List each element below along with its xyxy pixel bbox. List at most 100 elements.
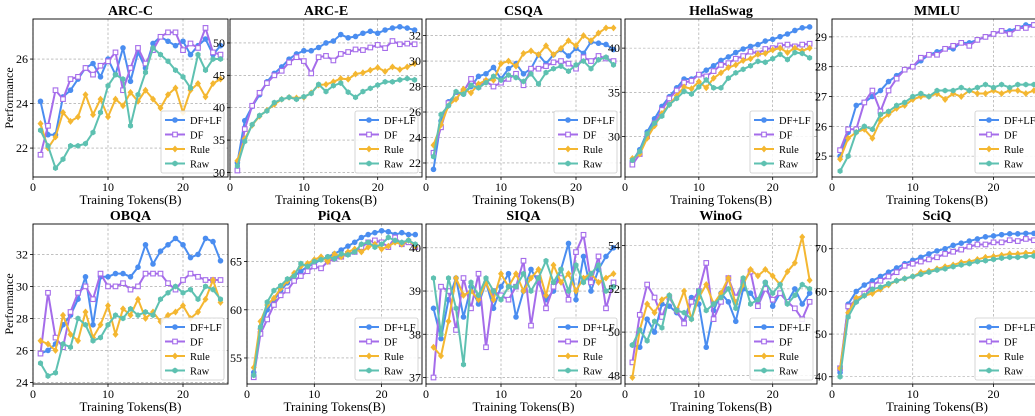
- legend: DF+LF DF Rule Raw: [974, 110, 1035, 174]
- y-tick-label: 52: [608, 282, 620, 296]
- data-point: [75, 74, 81, 80]
- x-tick-label: 0: [244, 387, 250, 401]
- data-point: [105, 302, 111, 310]
- subplot-csqa: 0 10 20 22 24 26 28 30 32 CSQA Training Tokens(B) D…: [409, 4, 622, 207]
- y-tick-label: 30: [16, 279, 28, 293]
- data-point: [430, 305, 437, 312]
- data-point: [105, 82, 111, 89]
- data-point: [603, 41, 609, 48]
- data-point: [180, 289, 186, 296]
- x-tick-label: 0: [423, 387, 429, 401]
- data-point: [367, 44, 374, 51]
- data-point: [135, 283, 141, 290]
- data-point: [468, 279, 474, 286]
- data-point: [308, 47, 315, 54]
- data-point: [535, 265, 542, 273]
- data-point: [769, 303, 776, 309]
- data-point: [958, 84, 964, 91]
- subplot-siqa: 0 10 20 37 38 39 40 SIQA Training Tokens(B) DF+LF…: [409, 209, 622, 414]
- data-point: [543, 63, 549, 69]
- data-point: [217, 277, 224, 283]
- data-point: [770, 290, 776, 297]
- data-point: [52, 133, 59, 141]
- data-point: [942, 45, 948, 52]
- data-point: [210, 238, 216, 245]
- data-point: [202, 36, 209, 42]
- data-point: [475, 84, 482, 91]
- data-point: [885, 78, 892, 85]
- legend-label: DF+LF: [190, 116, 222, 127]
- legend-marker: [986, 367, 992, 374]
- data-point: [958, 246, 965, 253]
- data-point: [558, 44, 564, 52]
- data-point: [127, 122, 134, 129]
- data-point: [82, 273, 89, 280]
- data-point: [666, 292, 672, 299]
- data-point: [150, 95, 156, 103]
- data-point: [659, 324, 665, 331]
- data-point: [97, 95, 104, 103]
- data-point: [573, 61, 579, 68]
- data-point: [172, 308, 179, 316]
- data-point: [430, 343, 437, 351]
- data-point: [150, 270, 156, 277]
- data-point: [894, 102, 900, 109]
- data-point: [411, 41, 418, 48]
- data-point: [747, 62, 754, 69]
- data-point: [784, 56, 791, 63]
- data-point: [658, 296, 665, 304]
- legend-marker: [761, 117, 767, 123]
- data-point: [271, 72, 278, 79]
- data-point: [934, 248, 940, 254]
- legend-label: DF: [190, 338, 204, 349]
- data-point: [105, 321, 111, 328]
- data-point: [142, 270, 149, 277]
- y-tick-label: 26: [409, 105, 421, 119]
- data-point: [195, 45, 201, 51]
- data-point: [271, 99, 277, 106]
- legend-marker: [761, 367, 767, 374]
- data-point: [520, 78, 527, 85]
- data-point: [75, 337, 81, 345]
- data-point: [374, 30, 381, 37]
- legend-label: DF+LF: [1004, 323, 1035, 334]
- legend-marker: [366, 131, 372, 138]
- data-point: [950, 263, 956, 270]
- data-point: [90, 111, 96, 119]
- x-tick-label: 10: [495, 387, 507, 401]
- data-point: [580, 32, 587, 40]
- data-point: [718, 294, 724, 301]
- data-point: [60, 109, 66, 116]
- data-point: [412, 76, 418, 83]
- data-point: [998, 239, 1005, 246]
- data-point: [112, 71, 119, 78]
- data-point: [365, 231, 371, 238]
- legend-label: Raw: [1004, 160, 1024, 171]
- data-point: [498, 270, 504, 278]
- data-point: [45, 347, 51, 354]
- data-point: [990, 84, 997, 91]
- data-point: [360, 88, 366, 95]
- data-point: [595, 253, 602, 260]
- data-point: [127, 305, 134, 312]
- data-point: [837, 373, 843, 380]
- data-point: [412, 241, 418, 248]
- data-point: [974, 90, 981, 97]
- data-point: [187, 85, 194, 91]
- data-point: [382, 78, 388, 85]
- legend-marker: [172, 117, 178, 123]
- data-point: [490, 296, 497, 304]
- legend-label: DF+LF: [583, 323, 615, 334]
- data-point: [256, 89, 263, 96]
- data-point: [610, 46, 617, 53]
- y-tick-label: 26: [16, 343, 28, 357]
- data-point: [411, 27, 418, 33]
- subplot-winog: 0 10 20 48 50 52 54 WinoG Training Tokens(B) DF+L…: [608, 209, 818, 414]
- data-point: [1031, 253, 1035, 259]
- x-tick-label: 10: [693, 180, 705, 194]
- data-point: [52, 87, 59, 94]
- y-tick-label: 48: [608, 368, 620, 382]
- data-point: [565, 296, 572, 303]
- data-point: [588, 288, 594, 294]
- data-point: [82, 308, 89, 316]
